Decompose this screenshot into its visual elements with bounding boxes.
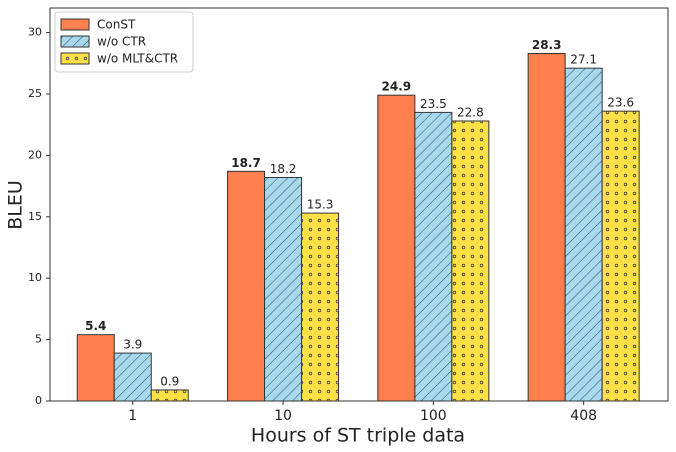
legend-label: ConST (97, 18, 136, 32)
bar-pattern (414, 112, 452, 401)
bar (377, 94, 416, 402)
y-tick-label: 25 (28, 87, 42, 100)
x-tick-label: 100 (420, 408, 447, 424)
bar-group (264, 176, 303, 402)
bar-pattern (151, 389, 189, 401)
value-label: 18.7 (231, 156, 261, 170)
value-label: 27.1 (570, 53, 597, 67)
value-label: 28.3 (532, 38, 562, 52)
bar-group (150, 389, 189, 402)
bar-group (76, 334, 115, 402)
bar-group (301, 212, 340, 402)
value-label: 22.8 (457, 105, 484, 119)
bar (76, 334, 115, 402)
y-tick-label: 30 (28, 26, 42, 39)
bar-pattern (301, 213, 339, 401)
plot-frame (49, 7, 669, 402)
legend-swatch-pattern (61, 53, 89, 64)
bar-pattern (114, 353, 152, 401)
y-tick-label: 15 (28, 210, 42, 223)
y-tick-label: 0 (35, 394, 42, 407)
value-label: 23.5 (420, 97, 447, 111)
x-axis-label: Hours of ST triple data (251, 425, 465, 447)
value-label: 5.4 (85, 319, 106, 333)
bar (527, 52, 566, 402)
bar-group (113, 352, 152, 402)
x-tick-label: 1 (128, 408, 137, 424)
legend-label: w/o MLT&CTR (97, 52, 178, 66)
y-tick-label: 20 (28, 148, 42, 161)
value-label: 23.6 (607, 96, 634, 110)
value-label: 15.3 (307, 198, 334, 212)
bar-pattern (264, 177, 302, 401)
x-tick-label: 408 (570, 408, 597, 424)
legend-label: w/o CTR (97, 35, 146, 49)
y-tick-label: 10 (28, 271, 42, 284)
value-label: 24.9 (382, 80, 412, 94)
bar-pattern (565, 68, 603, 401)
bar-group (414, 111, 453, 402)
value-label: 0.9 (160, 374, 179, 388)
legend-swatch (60, 18, 90, 31)
legend-swatch-pattern (61, 36, 89, 47)
value-label: 3.9 (123, 338, 142, 352)
value-label: 18.2 (270, 162, 297, 176)
bar (227, 170, 266, 402)
y-axis-label: BLEU (5, 180, 27, 230)
bar-group (451, 120, 490, 402)
bar-group (564, 67, 603, 402)
legend: ConST w/o CTR w/o MLT&CTR (54, 11, 194, 73)
bar-group (601, 110, 640, 402)
bar-group (527, 52, 566, 402)
bar-pattern (602, 111, 640, 401)
bar-group (377, 94, 416, 402)
x-tick-label: 10 (274, 408, 292, 424)
bar-group (227, 170, 266, 402)
y-tick-label: 5 (35, 333, 42, 346)
bar-pattern (451, 120, 489, 402)
